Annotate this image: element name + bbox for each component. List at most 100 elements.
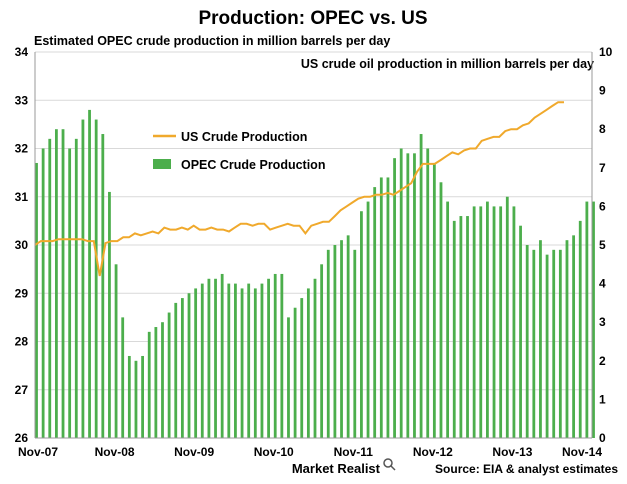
opec-bar xyxy=(353,249,357,438)
us-production-line xyxy=(34,101,564,277)
opec-bar xyxy=(486,201,489,438)
opec-bar xyxy=(552,249,556,438)
left-tick-label: 33 xyxy=(15,93,29,107)
opec-bar xyxy=(260,283,264,438)
right-tick-label: 5 xyxy=(599,238,606,252)
opec-bar xyxy=(280,273,284,438)
opec-bar xyxy=(306,288,310,438)
opec-bar xyxy=(247,283,251,438)
x-tick-label: Nov-09 xyxy=(174,445,214,459)
opec-bar xyxy=(346,235,350,438)
opec-bar xyxy=(379,177,383,438)
opec-bars xyxy=(35,109,595,439)
opec-bar xyxy=(293,307,297,438)
opec-bar xyxy=(585,201,589,438)
opec-bar xyxy=(101,134,105,438)
left-tick-label: 31 xyxy=(15,190,29,204)
legend: US Crude Production OPEC Crude Productio… xyxy=(153,130,325,172)
opec-bar xyxy=(313,278,317,438)
opec-bar xyxy=(200,283,204,438)
x-tick-label: Nov-10 xyxy=(254,445,294,459)
opec-bar xyxy=(194,288,198,438)
opec-bar xyxy=(558,249,562,438)
footer: Market Realist Source: EIA & analyst est… xyxy=(292,458,618,476)
opec-bar xyxy=(366,201,370,438)
opec-bar xyxy=(154,327,158,438)
opec-bar xyxy=(214,278,217,438)
opec-bar xyxy=(161,322,164,438)
left-tick-labels: 26 27 28 29 30 31 32 33 34 xyxy=(15,45,29,445)
opec-bar xyxy=(333,245,337,438)
opec-bar xyxy=(68,148,72,438)
legend-opec-swatch xyxy=(153,159,171,169)
right-axis-label: US crude oil production in million barre… xyxy=(301,57,594,71)
brand-name: Market Realist xyxy=(292,461,381,476)
opec-bar xyxy=(432,162,436,438)
right-tick-label: 3 xyxy=(599,315,606,329)
opec-bar xyxy=(88,109,91,439)
opec-bar xyxy=(545,254,549,438)
opec-bar xyxy=(419,134,423,438)
opec-bar xyxy=(413,153,416,438)
opec-bar xyxy=(373,187,377,438)
opec-bar xyxy=(532,249,536,438)
right-tick-label: 1 xyxy=(599,392,606,406)
x-tick-label: Nov-14 xyxy=(562,445,602,459)
opec-bar xyxy=(207,278,211,438)
x-tick-label: Nov-12 xyxy=(413,445,453,459)
opec-bar xyxy=(74,138,78,438)
source-note: Source: EIA & analyst estimates xyxy=(435,462,618,476)
opec-bar xyxy=(492,206,496,438)
right-tick-label: 4 xyxy=(599,277,606,291)
opec-bar xyxy=(539,240,542,438)
opec-bar xyxy=(340,240,343,438)
opec-bar xyxy=(94,119,98,439)
opec-bar xyxy=(479,206,483,438)
right-tick-label: 7 xyxy=(599,161,606,175)
opec-bar xyxy=(472,206,476,438)
right-tick-label: 6 xyxy=(599,199,606,213)
opec-bar xyxy=(446,201,450,438)
opec-bar xyxy=(572,235,576,438)
opec-bar xyxy=(180,298,184,438)
opec-bar xyxy=(300,298,304,438)
left-axis-label: Estimated OPEC crude production in milli… xyxy=(34,34,390,48)
opec-bar xyxy=(35,162,38,438)
x-tick-label: Nov-07 xyxy=(18,445,58,459)
left-tick-label: 32 xyxy=(15,142,29,156)
opec-bar xyxy=(141,355,144,438)
opec-bar xyxy=(253,288,257,438)
opec-bar xyxy=(326,249,330,438)
opec-bar xyxy=(578,220,582,438)
opec-bar xyxy=(167,312,171,438)
opec-bar xyxy=(220,273,224,438)
opec-bar xyxy=(61,129,65,438)
opec-bar xyxy=(121,317,125,438)
right-tick-label: 2 xyxy=(599,354,606,368)
opec-bar xyxy=(505,196,509,438)
magnifier-icon xyxy=(383,458,396,471)
opec-bar xyxy=(81,119,85,439)
opec-bar xyxy=(267,278,270,438)
left-tick-label: 29 xyxy=(15,286,29,300)
opec-bar xyxy=(592,201,595,438)
x-tick-labels: Nov-07 Nov-08 Nov-09 Nov-10 Nov-11 Nov-12 Nov-… xyxy=(18,445,602,459)
opec-bar xyxy=(108,191,111,438)
opec-bar xyxy=(565,240,569,438)
x-tick-label: Nov-08 xyxy=(95,445,135,459)
chart-title: Production: OPEC vs. US xyxy=(198,8,427,29)
right-tick-label: 10 xyxy=(599,45,613,59)
opec-bar xyxy=(227,283,231,438)
left-tick-label: 27 xyxy=(15,383,29,397)
opec-bar xyxy=(273,273,277,438)
opec-bar xyxy=(426,148,430,438)
right-tick-label: 8 xyxy=(599,122,606,136)
right-tick-labels: 0 1 2 3 4 5 6 7 8 9 10 xyxy=(599,45,613,445)
left-tick-label: 30 xyxy=(15,238,29,252)
left-tick-label: 26 xyxy=(15,431,29,445)
opec-bar xyxy=(360,211,363,438)
legend-us-label: US Crude Production xyxy=(181,130,307,144)
gridlines xyxy=(35,51,592,439)
opec-bar xyxy=(439,182,443,438)
